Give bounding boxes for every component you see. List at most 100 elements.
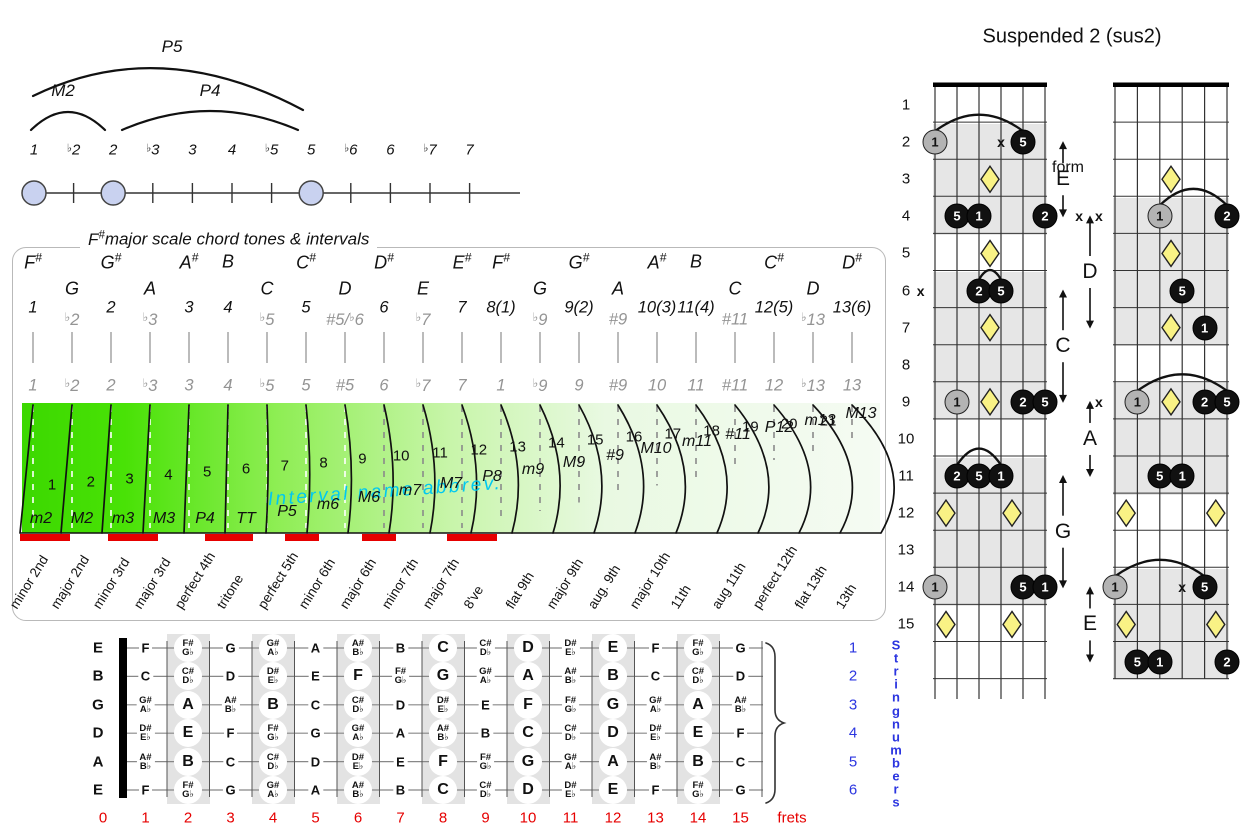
semitone-number: 14 xyxy=(548,434,565,452)
root-finger-circle: 1 xyxy=(1147,203,1173,229)
note-cell: D xyxy=(307,754,324,770)
interval-full-name: aug. 9th xyxy=(584,562,624,612)
semitone-number: 1 xyxy=(47,476,57,494)
note-cell: D# E♭ xyxy=(259,662,287,691)
scale-degree-label: 4 xyxy=(227,141,237,159)
interval-abbrev: M9 xyxy=(562,454,586,471)
natural-note-label: D xyxy=(338,278,352,299)
chromatic-degree-label: 10 xyxy=(647,376,667,395)
string-numbers-vertical-label: t xyxy=(893,650,899,666)
semitone-number: 9 xyxy=(358,450,367,468)
root-finger-circle: 1 xyxy=(944,389,970,415)
interval-abbrev: M10 xyxy=(640,440,672,457)
interval-abbrev: P5 xyxy=(277,503,297,520)
interval-full-name: perfect 5th xyxy=(254,549,301,612)
string-numbers-vertical-label: e xyxy=(892,768,900,784)
sharp-sign: # xyxy=(777,250,784,265)
interval-full-name: aug 11th xyxy=(708,559,749,612)
chromatic-degree-label: ♭9 xyxy=(532,376,548,395)
fret-number: 10 xyxy=(519,809,537,827)
note-cell: A# B♭ xyxy=(221,696,240,714)
note-sharp: F# G♭ xyxy=(692,780,704,800)
semitone-number: 3 xyxy=(125,470,134,488)
flat-sign: ♭ xyxy=(801,310,807,325)
note-cell: C# D♭ xyxy=(344,690,372,719)
root-finger-circle: 1 xyxy=(922,574,948,600)
interval-abbrev: m11 xyxy=(682,433,712,450)
fret-number: 5 xyxy=(311,809,320,827)
note-cell: D xyxy=(392,697,409,713)
note-cell: B xyxy=(599,662,627,691)
interval-full-name: major 7th xyxy=(419,555,463,612)
note-sharp: A# B♭ xyxy=(351,638,365,658)
note-sharp: A# B♭ xyxy=(139,751,152,772)
note-cell: F xyxy=(138,640,153,656)
alt-degree-label: ♭13 xyxy=(801,310,825,329)
sharp-note-label: D# xyxy=(842,250,862,273)
fret-number: 6 xyxy=(353,809,363,827)
scale-degree-label: 3 xyxy=(188,141,197,159)
semitone-number: 15 xyxy=(586,431,604,449)
note-sharp: D# E♭ xyxy=(564,780,577,800)
string-numbers-vertical-label: b xyxy=(892,755,900,771)
interval-abbrev: #9 xyxy=(606,447,624,464)
string-numbers-vertical-label: r xyxy=(893,781,899,797)
natural-note-label: C xyxy=(260,278,274,299)
sus2-fret-number: 14 xyxy=(897,578,915,596)
flat-sign: ♭ xyxy=(142,310,149,325)
note-sharp: F# G♭ xyxy=(479,751,492,772)
note-sharp: G# A♭ xyxy=(266,780,280,800)
note-cell: G xyxy=(222,640,239,656)
natural-note-label: A xyxy=(611,278,625,299)
finger-circle: 1 xyxy=(966,203,992,229)
note-cell: C xyxy=(429,634,457,662)
sharp-sign: # xyxy=(191,250,199,265)
semitone-number: 13 xyxy=(509,438,526,456)
scale-degree-label: ♭3 xyxy=(146,141,160,159)
interval-abbrev: M2 xyxy=(70,510,94,527)
shaded-fret-column xyxy=(252,634,295,804)
main-degree-label: 9(2) xyxy=(564,298,594,317)
strip-red xyxy=(362,534,396,541)
note-cell: A xyxy=(174,690,202,719)
chromatic-degree-label: ♭5 xyxy=(259,376,275,395)
finger-circle: 2 xyxy=(1214,203,1240,229)
note-cell: F# G♭ xyxy=(259,719,287,748)
open-note-label: B xyxy=(92,667,104,685)
note-cell: C xyxy=(732,754,749,770)
interval-full-name: 13th xyxy=(832,581,860,612)
form-letter-C: C xyxy=(1055,334,1071,358)
note-sharp: D# E♭ xyxy=(266,666,280,687)
finger-circle: 5 xyxy=(988,278,1014,304)
scale-degree-label: 1 xyxy=(29,141,39,159)
finger-circle: 5 xyxy=(1032,389,1058,415)
note-cell: D xyxy=(514,776,542,804)
sharp-note-label: B xyxy=(689,251,703,272)
chromatic-degree-label: 2 xyxy=(106,376,116,395)
finger-circle: 2 xyxy=(1192,389,1218,415)
sus2-fret-number: 1 xyxy=(901,96,911,114)
note-cell: A# B♭ xyxy=(136,751,155,772)
scale-degree-label: 2 xyxy=(109,141,118,159)
interval-full-name: major 9th xyxy=(543,555,587,612)
fret-number: 15 xyxy=(732,809,749,827)
fret-number: 14 xyxy=(689,809,707,827)
interval-full-name: flat 13th xyxy=(791,562,830,612)
note-cell: B xyxy=(477,725,494,741)
note-sharp: A# B♭ xyxy=(564,666,577,687)
finger-circle: 1 xyxy=(988,463,1014,489)
sharp-note-label: F# xyxy=(492,250,510,273)
chromatic-degree-label: 7 xyxy=(457,376,467,395)
note-sharp: F# G♭ xyxy=(564,694,577,715)
note-cell: A# B♭ xyxy=(561,666,580,687)
strip-red xyxy=(20,534,70,541)
flat-sign: ♭ xyxy=(344,142,350,155)
note-sharp: G# A♭ xyxy=(139,694,152,715)
note-cell: E xyxy=(684,719,712,748)
sharp-sign: # xyxy=(35,250,42,265)
note-cell: G xyxy=(307,725,324,741)
interval-full-name: major 6th xyxy=(337,555,380,612)
flat-sign: ♭ xyxy=(64,310,71,325)
note-cell: E xyxy=(174,719,202,748)
muted-string-x: x xyxy=(1178,579,1187,596)
